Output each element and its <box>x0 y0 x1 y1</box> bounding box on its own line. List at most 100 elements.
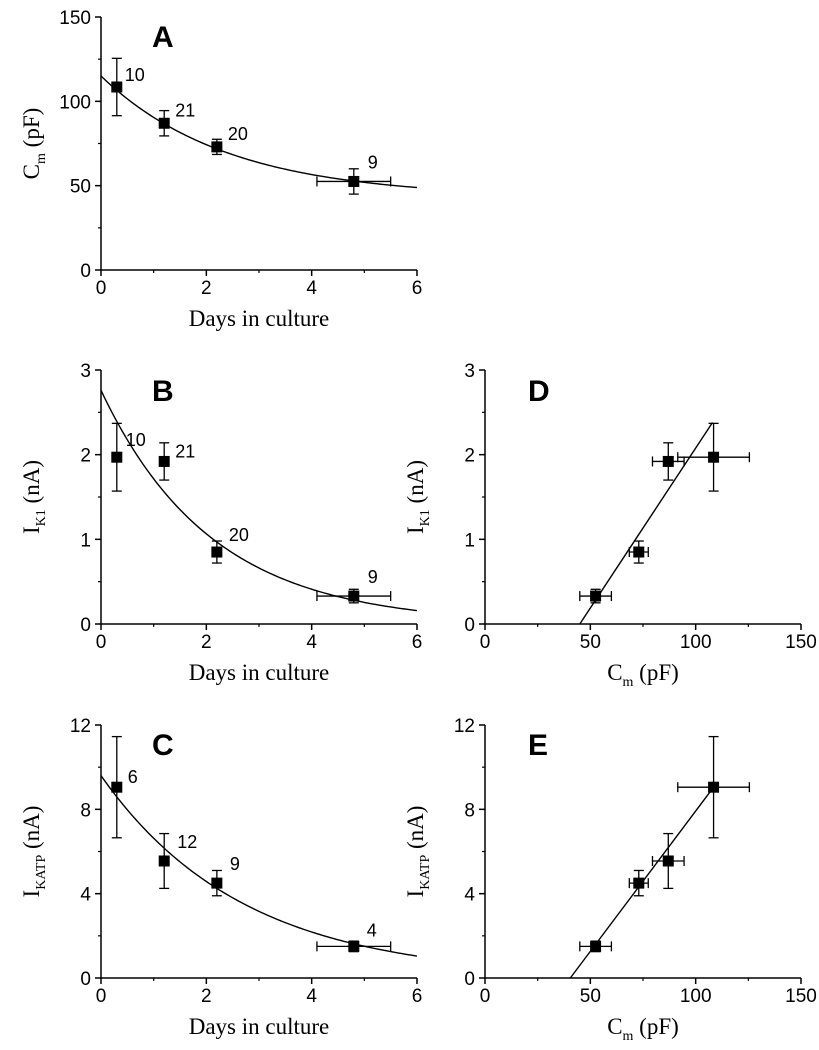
panel-c-x-tick-label: 6 <box>412 986 423 1007</box>
panel-d-y-axis-title-main: I <box>403 526 428 534</box>
panel-c-x-tick-label: 2 <box>201 986 212 1007</box>
panel-a-data-point <box>211 141 223 153</box>
panel-b-y-axis-title: IK1 (nA) <box>19 460 49 534</box>
panel-b-y-axis-title-unit: (nA) <box>19 460 44 509</box>
panel-c-data-point <box>348 940 360 952</box>
panel-b-y-tick-label: 2 <box>80 446 91 467</box>
panel-c-n-label: 6 <box>128 767 138 787</box>
panel-b-x-tick-label: 2 <box>201 632 212 653</box>
panel-e-x-tick-label: 150 <box>785 986 817 1007</box>
panel-c-x-tick-label: 4 <box>306 986 317 1007</box>
panel-e-y-tick-label: 4 <box>464 885 475 906</box>
panel-b-data-point <box>158 455 170 467</box>
panel-b-y-tick-label: 1 <box>80 530 91 551</box>
panel-a-x-tick-label: 4 <box>306 278 317 299</box>
panel-a-letter: A <box>152 21 174 54</box>
panel-c-x-tick-label: 0 <box>96 986 107 1007</box>
panel-c-n-label: 12 <box>177 832 197 852</box>
panel-e-y-axis-title: IKATP (nA) <box>403 806 433 898</box>
panel-c-y-axis-title-sub: KATP <box>34 855 49 890</box>
panel-b-x-axis-title-main: Days in culture <box>189 660 330 685</box>
panel-e-letter: E <box>528 729 548 762</box>
panel-b: 0 2 4 6 0 1 2 3 Days in culture IK1 (nA) B 10 21 20 9 <box>19 361 422 685</box>
panel-a-y-tick-label: 100 <box>59 92 91 113</box>
panel-a-data-point <box>111 81 123 93</box>
panel-a-data-point <box>348 175 360 187</box>
panel-c-data-point <box>111 781 123 793</box>
panel-d-x-axis-title-sub: m <box>623 675 634 690</box>
panel-a-y-tick-label: 150 <box>59 8 91 29</box>
panel-b-n-label: 10 <box>126 430 146 450</box>
panel-d-x-tick-label: 100 <box>680 632 712 653</box>
panel-c-x-axis-title-main: Days in culture <box>189 1014 330 1039</box>
panel-c-y-axis-title: IKATP (nA) <box>19 806 49 898</box>
panel-e-y-tick-label: 12 <box>454 716 475 737</box>
panel-e-y-axis-title-unit: (nA) <box>403 806 428 855</box>
panel-a-y-axis-title-unit: (pF) <box>19 108 44 153</box>
panel-c-n-label: 9 <box>230 854 240 874</box>
panel-c-y-tick-label: 4 <box>80 885 91 906</box>
panel-b-x-tick-label: 4 <box>306 632 317 653</box>
panel-d-data-point <box>633 546 645 558</box>
panel-d-x-axis-title-main: C <box>607 660 622 685</box>
panel-b-x-axis-title: Days in culture <box>189 660 330 685</box>
panel-e-y-tick-label: 8 <box>464 800 475 821</box>
panel-e-y-axis-title-sub: KATP <box>418 855 433 890</box>
panel-c-x-axis-title: Days in culture <box>189 1014 330 1039</box>
panel-c-y-axis-title-main: I <box>19 890 44 898</box>
panel-a-n-label: 9 <box>368 152 378 172</box>
panel-e-data-point <box>662 855 674 867</box>
panel-e: 0 50 100 150 0 4 8 12 Cm (pF) IKATP (nA) E <box>403 716 817 1044</box>
panel-b-letter: B <box>152 375 174 408</box>
panel-e-data-point <box>708 781 720 793</box>
panel-d-x-tick-label: 0 <box>480 632 491 653</box>
panel-a-x-tick-label: 0 <box>96 278 107 299</box>
panel-d-fit-line <box>579 422 714 625</box>
panel-b-x-tick-label: 0 <box>96 632 107 653</box>
panel-d-x-axis-title: Cm (pF) <box>607 660 679 690</box>
panel-b-fit-line <box>100 390 418 612</box>
panel-e-data-point <box>590 940 602 952</box>
panel-a-x-tick-label: 2 <box>201 278 212 299</box>
panel-d-y-axis-title-unit: (nA) <box>403 460 428 509</box>
panel-d-y-tick-label: 0 <box>464 615 475 636</box>
panel-a-y-tick-label: 0 <box>80 261 91 282</box>
panel-a: 0 2 4 6 0 50 100 150 Days in culture Cm (pF) A 10 21… <box>19 8 422 331</box>
panel-a-n-label: 10 <box>125 65 145 85</box>
panel-a-n-label: 20 <box>228 124 248 144</box>
panel-e-x-tick-label: 50 <box>580 986 601 1007</box>
panel-e-x-tick-label: 100 <box>680 986 712 1007</box>
panel-e-y-axis-title-main: I <box>403 890 428 898</box>
panel-c-data-point <box>158 855 170 867</box>
panel-a-n-label: 21 <box>175 100 195 120</box>
panel-d-letter: D <box>528 375 550 408</box>
panel-d-y-axis-title: IK1 (nA) <box>403 460 433 534</box>
panel-e-data-point <box>633 877 645 889</box>
panel-e-x-axis-title: Cm (pF) <box>607 1014 679 1044</box>
panel-d-x-axis-title-unit: (pF) <box>633 660 678 685</box>
panel-d-y-tick-label: 2 <box>464 446 475 467</box>
panel-c-y-tick-label: 0 <box>80 969 91 990</box>
panel-e-x-axis-title-sub: m <box>623 1029 634 1044</box>
panel-a-y-axis-title-sub: m <box>34 153 49 164</box>
panel-b-data-point <box>211 546 223 558</box>
panel-a-fit-line <box>100 75 418 189</box>
panel-e-x-axis-title-unit: (pF) <box>633 1014 678 1039</box>
panel-b-y-axis-title-main: I <box>19 526 44 534</box>
panel-d-data-point <box>590 590 602 602</box>
panel-a-y-axis-title-main: C <box>19 164 44 179</box>
panel-b-n-label: 20 <box>229 525 249 545</box>
panel-a-y-tick-label: 50 <box>70 177 91 198</box>
panel-a-x-tick-label: 6 <box>412 278 423 299</box>
panel-e-x-axis-title-main: C <box>607 1014 622 1039</box>
panel-b-n-label: 21 <box>175 441 195 461</box>
panel-a-x-axis-title: Days in culture <box>189 306 330 331</box>
panel-c-letter: C <box>152 729 174 762</box>
panel-d-x-tick-label: 150 <box>785 632 817 653</box>
panel-a-data-point <box>158 117 170 129</box>
panel-e-x-tick-label: 0 <box>480 986 491 1007</box>
panel-b-y-tick-label: 3 <box>80 361 91 382</box>
panel-d-y-tick-label: 1 <box>464 530 475 551</box>
panel-d-data-point <box>662 455 674 467</box>
panel-c-y-axis-title-unit: (nA) <box>19 806 44 855</box>
